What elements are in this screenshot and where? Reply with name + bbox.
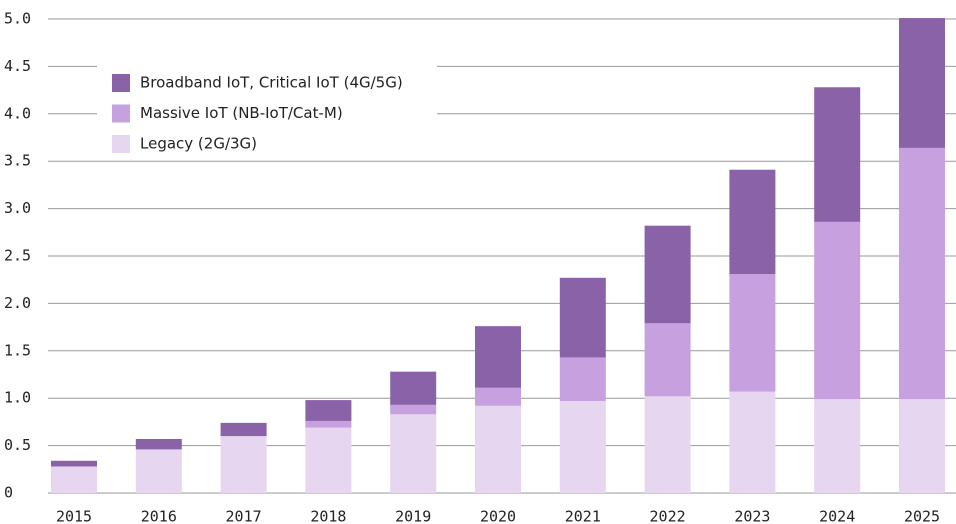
bar-segment (729, 274, 776, 392)
legend-label: Legacy (2G/3G) (140, 135, 257, 153)
legend-swatch (112, 104, 130, 123)
y-tick-label: 2.5 (4, 247, 31, 265)
x-tick-label: 2019 (395, 508, 431, 524)
x-tick-label: 2020 (480, 508, 516, 524)
x-tick-label: 2025 (904, 508, 940, 524)
bar-segment (305, 427, 352, 493)
bar-segment (220, 422, 267, 437)
bar-segment (51, 466, 97, 493)
bar-segment (814, 221, 861, 400)
x-tick-label: 2022 (650, 508, 686, 524)
bar-segment (390, 404, 437, 415)
bar-segment (305, 400, 352, 421)
y-tick-label: 4.0 (4, 104, 31, 122)
bar-segment (729, 169, 776, 275)
legend-swatch (112, 135, 130, 153)
y-tick-label: 1.0 (4, 389, 31, 407)
bar-segment (390, 414, 437, 493)
y-tick-label: 0 (4, 484, 13, 502)
bar-segment (390, 371, 437, 405)
x-tick-label: 2015 (56, 508, 92, 524)
y-tick-label: 3.5 (4, 152, 31, 170)
x-tick-label: 2021 (565, 508, 601, 524)
y-tick-label: 2.0 (4, 294, 31, 312)
bar-segment (51, 460, 97, 467)
legend-swatch (112, 74, 130, 92)
y-tick-label: 1.5 (4, 341, 31, 359)
y-tick-label: 0.5 (4, 436, 31, 454)
bar-segment (899, 147, 945, 400)
bar-segment (135, 449, 182, 493)
legend-label: Massive IoT (NB-IoT/Cat-M) (140, 104, 343, 122)
bar-segment (220, 436, 267, 493)
x-tick-label: 2023 (734, 508, 770, 524)
y-tick-label: 4.5 (4, 57, 31, 75)
bar-segment (559, 401, 606, 493)
bar-segment (644, 225, 691, 324)
x-tick-label: 2016 (141, 508, 177, 524)
bar-segment (559, 277, 606, 358)
bar-segment (475, 405, 521, 493)
bar-segment (135, 438, 182, 450)
bar-segment (475, 387, 521, 406)
bar-segment (814, 87, 861, 222)
y-tick-label: 3.0 (4, 199, 31, 217)
bar-segment (899, 399, 945, 493)
legend-box (97, 64, 437, 156)
legend-label: Broadband IoT, Critical IoT (4G/5G) (140, 74, 403, 92)
bar-segment (475, 326, 521, 388)
x-tick-label: 2024 (819, 508, 855, 524)
bar-segment (559, 357, 606, 402)
bar-segment (814, 399, 861, 493)
y-tick-label: 5.0 (4, 10, 31, 28)
x-tick-label: 2017 (226, 508, 262, 524)
bar-segment (305, 420, 352, 428)
bar-segment (729, 391, 776, 493)
bar-segment (899, 18, 945, 148)
x-tick-label: 2018 (310, 508, 346, 524)
bar-segment (644, 323, 691, 397)
bar-segment (644, 396, 691, 493)
